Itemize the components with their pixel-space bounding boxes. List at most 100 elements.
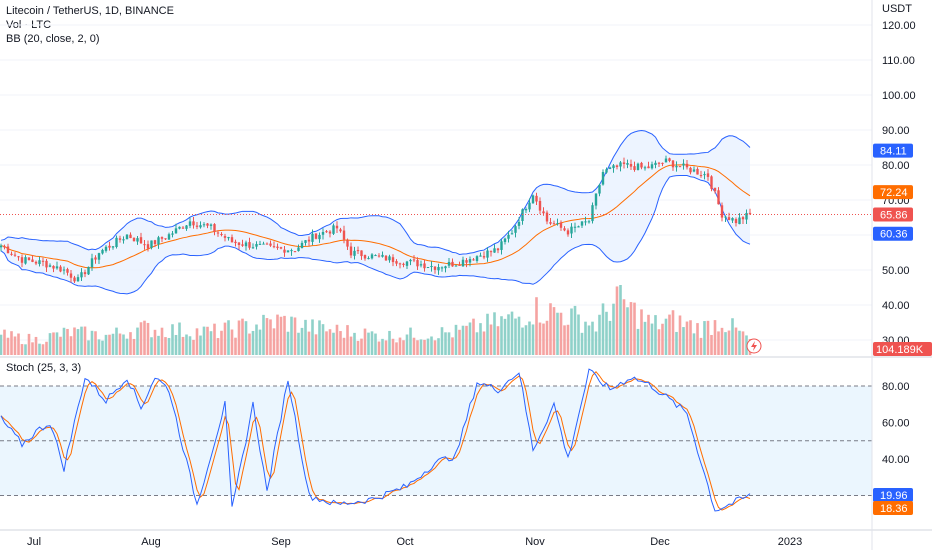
volume-bar (6, 337, 10, 355)
candle-body (17, 256, 20, 258)
candle-body (335, 225, 339, 229)
volume-bar (41, 344, 45, 355)
lightning-icon[interactable] (746, 338, 762, 354)
candle-body (311, 233, 314, 242)
volume-bar (188, 336, 192, 355)
candle-body (94, 257, 97, 260)
candle-body (272, 246, 276, 248)
volume-bar (164, 337, 167, 355)
candle-body (699, 175, 703, 177)
volume-bar (314, 334, 318, 355)
volume-bar (76, 329, 80, 355)
price-unit-label: USDT (882, 3, 912, 15)
candle-body (139, 237, 143, 244)
candle-body (314, 233, 318, 239)
time-tick-label: Aug (141, 536, 161, 548)
volume-bar (223, 322, 227, 355)
candle-body (731, 218, 734, 221)
candle-body (640, 162, 643, 168)
candle-body (549, 222, 552, 224)
candle-body (230, 237, 234, 243)
volume-bar (503, 318, 507, 355)
candle-body (251, 247, 255, 249)
symbol-title[interactable]: Litecoin / TetherUS, 1D, BINANCE (6, 5, 174, 17)
candle-body (265, 243, 269, 245)
price-tick-label: 90.00 (882, 125, 910, 137)
volume-bar (24, 344, 27, 355)
volume-bar (584, 321, 587, 355)
volume-bar (612, 303, 615, 355)
volume-bar (391, 338, 395, 355)
price-pane[interactable] (0, 24, 872, 355)
candle-body (563, 228, 566, 231)
price-tag-bg (873, 143, 913, 158)
candle-body (115, 237, 118, 248)
candle-body (342, 230, 346, 240)
candle-body (24, 257, 27, 264)
candle-body (370, 254, 374, 259)
volume-bar (507, 314, 510, 355)
stoch-pane[interactable] (0, 368, 872, 512)
stoch-tick-label: 60.00 (882, 418, 910, 430)
candle-body (552, 223, 556, 225)
chart-legend: Litecoin / TetherUS, 1D, BINANCE Vol · L… (6, 4, 174, 46)
price-tag: 72.24 (880, 187, 908, 199)
candle-body (741, 217, 745, 220)
candle-body (657, 162, 661, 164)
candle-body (465, 260, 468, 263)
volume-bar (370, 331, 374, 355)
volume-bar (510, 311, 514, 355)
time-tick-label: Oct (396, 536, 413, 548)
bollinger-bands-label[interactable]: BB (20, close, 2, 0) (6, 33, 100, 45)
volume-bar (447, 332, 451, 355)
candle-body (188, 221, 192, 226)
volume-bar (349, 336, 353, 355)
candle-body (717, 190, 720, 205)
candle-body (111, 246, 115, 248)
volume-bar (437, 338, 440, 355)
stoch-indicator-label[interactable]: Stoch (25, 3, 3) (6, 362, 82, 374)
volume-tag-bg (873, 342, 932, 356)
volume-bar (528, 321, 531, 355)
volume-bar (538, 322, 542, 355)
candle-body (573, 226, 577, 228)
candle-body (577, 226, 580, 228)
lightning-icon-bolt (751, 341, 757, 351)
volume-bar (454, 324, 458, 355)
volume-bar (685, 321, 689, 355)
candle-body (608, 167, 612, 170)
volume-bar (248, 333, 251, 355)
candle-body (227, 237, 230, 239)
volume-bar (150, 337, 153, 355)
candle-body (724, 216, 727, 218)
volume-bar (209, 331, 213, 355)
volume-bar (654, 315, 657, 355)
volume-bar (367, 332, 370, 355)
volume-bar (283, 315, 286, 355)
candle-body (398, 263, 402, 265)
volume-bar (20, 344, 24, 355)
volume-bar (675, 331, 678, 355)
candle-body (297, 247, 300, 252)
volume-bar (608, 320, 612, 355)
candle-body (209, 224, 213, 226)
candle-body (216, 232, 220, 234)
candle-body (727, 217, 731, 220)
candle-body (66, 269, 69, 273)
candle-body (615, 165, 619, 167)
volume-bar (108, 334, 111, 355)
time-tick-label: Sep (271, 536, 291, 548)
volume-bar (262, 314, 265, 355)
price-tag: 84.11 (880, 146, 907, 158)
candle-body (636, 163, 640, 170)
candle-body (461, 259, 465, 267)
volume-bar (356, 340, 360, 355)
volume-bar (640, 309, 643, 355)
volume-bar (332, 332, 335, 355)
candle-body (220, 234, 223, 236)
candle-body (307, 239, 311, 242)
volume-bar (55, 332, 59, 355)
candle-body (671, 160, 675, 168)
volume-bar (213, 323, 216, 355)
